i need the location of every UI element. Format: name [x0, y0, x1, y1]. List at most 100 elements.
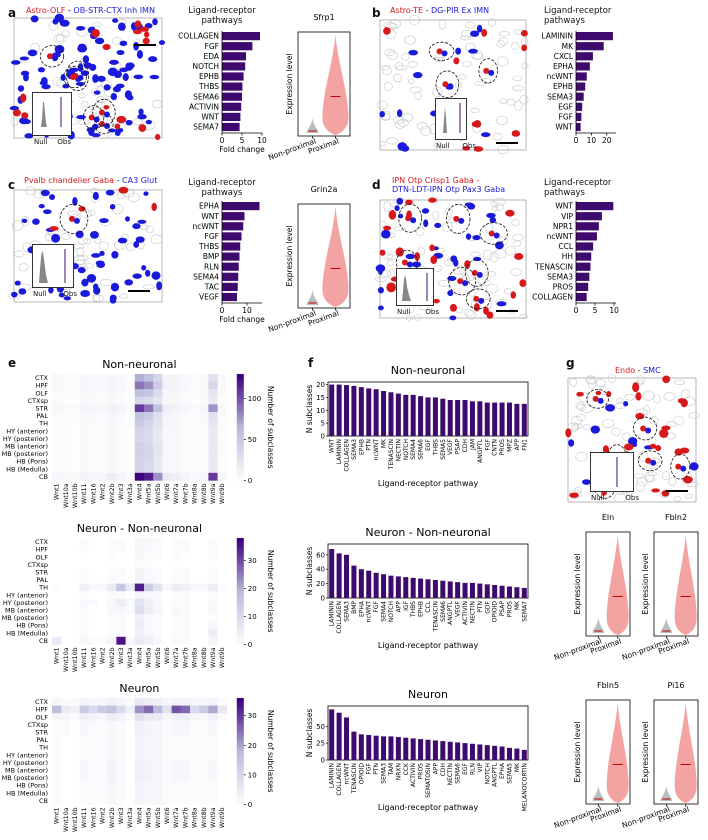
heat-cell: [61, 591, 71, 600]
heat-cell: [134, 576, 145, 584]
row-label: MB (posterior): [2, 774, 48, 782]
heat-cell: [70, 560, 80, 569]
heat-cell: [180, 736, 191, 744]
colorbar-step: [236, 790, 244, 795]
blue-cell: [411, 261, 422, 268]
colorbar-step: [236, 473, 244, 478]
heat-cell: [180, 591, 191, 600]
cell-outline: [408, 78, 415, 84]
heat-cell: [52, 751, 62, 760]
bar-label: EGF: [558, 102, 573, 111]
heat-cell: [199, 728, 209, 737]
heat-cell: [153, 705, 163, 714]
caption-a-blue: OB-STR-CTX Inh IMN: [73, 6, 155, 15]
blue-cell: [465, 233, 472, 240]
proximity-circle: [63, 65, 87, 89]
heat-cell: [70, 381, 80, 390]
cell-outline: [511, 85, 525, 92]
col-label: Wnt2: [100, 647, 107, 664]
heat-cell: [52, 621, 62, 630]
bar-ephb: [576, 82, 586, 91]
bar-fgf: [484, 402, 490, 436]
cell-outline: [687, 481, 699, 488]
heat-cell: [79, 568, 90, 577]
heat-cell: [180, 457, 191, 466]
heat-cell: [208, 465, 218, 474]
lr-title-c: Ligand-receptor pathways: [188, 178, 256, 199]
heat-cell: [79, 751, 90, 760]
blue-cell: [81, 278, 89, 287]
heat-cell: [61, 450, 71, 458]
bar-sematosin: [425, 739, 431, 760]
heat-cell: [199, 419, 209, 428]
heat-cell: [52, 442, 62, 451]
bar-chart-title: Neuron - Non-neuronal: [365, 526, 490, 539]
heat-cell: [98, 591, 108, 600]
cell-outline: [378, 220, 388, 227]
col-label: Wnt6: [164, 647, 171, 664]
heat-cell: [107, 560, 117, 569]
heat-cell: [88, 591, 99, 600]
red-cell: [565, 428, 572, 438]
bar-ephb: [418, 578, 424, 598]
heat-cell: [171, 427, 182, 436]
bar-label: EPHB: [553, 82, 573, 91]
heat-cell: [98, 389, 108, 398]
heat-cell: [70, 713, 80, 722]
heat-cell: [208, 472, 218, 481]
col-label: Wnt9a: [210, 483, 217, 504]
cell-outline: [576, 404, 586, 411]
heat-cell: [70, 568, 80, 577]
cell-outline: [81, 101, 89, 108]
heat-cell: [61, 781, 71, 790]
colorbar-step: [236, 377, 244, 382]
bar-sema6: [440, 580, 446, 598]
colorbar-step: [236, 633, 244, 638]
heat-cell: [79, 576, 90, 584]
heat-cell: [125, 751, 136, 760]
heat-cell: [134, 465, 145, 474]
row-label: TH: [38, 584, 48, 592]
heat-cell: [107, 720, 117, 729]
blue-cell: [73, 217, 80, 224]
heat-cell: [208, 796, 218, 805]
x-tick-label: FGF: [484, 438, 491, 450]
cell-outline: [482, 249, 493, 261]
heat-cell: [144, 698, 154, 706]
heat-cell: [107, 427, 117, 436]
heat-cell: [52, 389, 62, 398]
heat-cell: [116, 374, 126, 382]
red-cell: [98, 109, 105, 116]
heat-cell: [153, 758, 163, 767]
heat-cell: [144, 472, 154, 481]
panel-label-g: g: [566, 356, 575, 370]
row-label: HPF: [35, 546, 48, 554]
bar-psap: [499, 585, 505, 598]
heat-cell: [79, 621, 90, 630]
heat-cell: [52, 766, 62, 775]
heat-cell: [190, 374, 200, 382]
bar-label: ncWNT: [547, 232, 574, 241]
heat-cell: [153, 419, 163, 428]
bar-wnt: [222, 112, 241, 121]
heat-cell: [144, 374, 154, 382]
heat-cell: [199, 713, 209, 722]
heat-cell: [190, 629, 200, 638]
heat-cell: [98, 698, 108, 706]
blue-cell: [377, 286, 384, 294]
row-label: HY (posterior): [3, 759, 48, 767]
colorbar-step: [236, 612, 244, 617]
blue-cell: [377, 305, 384, 311]
heat-cell: [162, 720, 172, 729]
colorbar-step: [236, 420, 244, 425]
heat-cell: [190, 789, 200, 798]
col-label: Wnt9b: [219, 807, 226, 828]
heat-cell: [134, 381, 145, 390]
heat-cell: [153, 720, 163, 729]
x-tick-label: JAM: [469, 439, 476, 451]
heat-cell: [88, 450, 99, 458]
y-tick-label: 0: [321, 433, 325, 441]
heat-cell: [144, 789, 154, 798]
